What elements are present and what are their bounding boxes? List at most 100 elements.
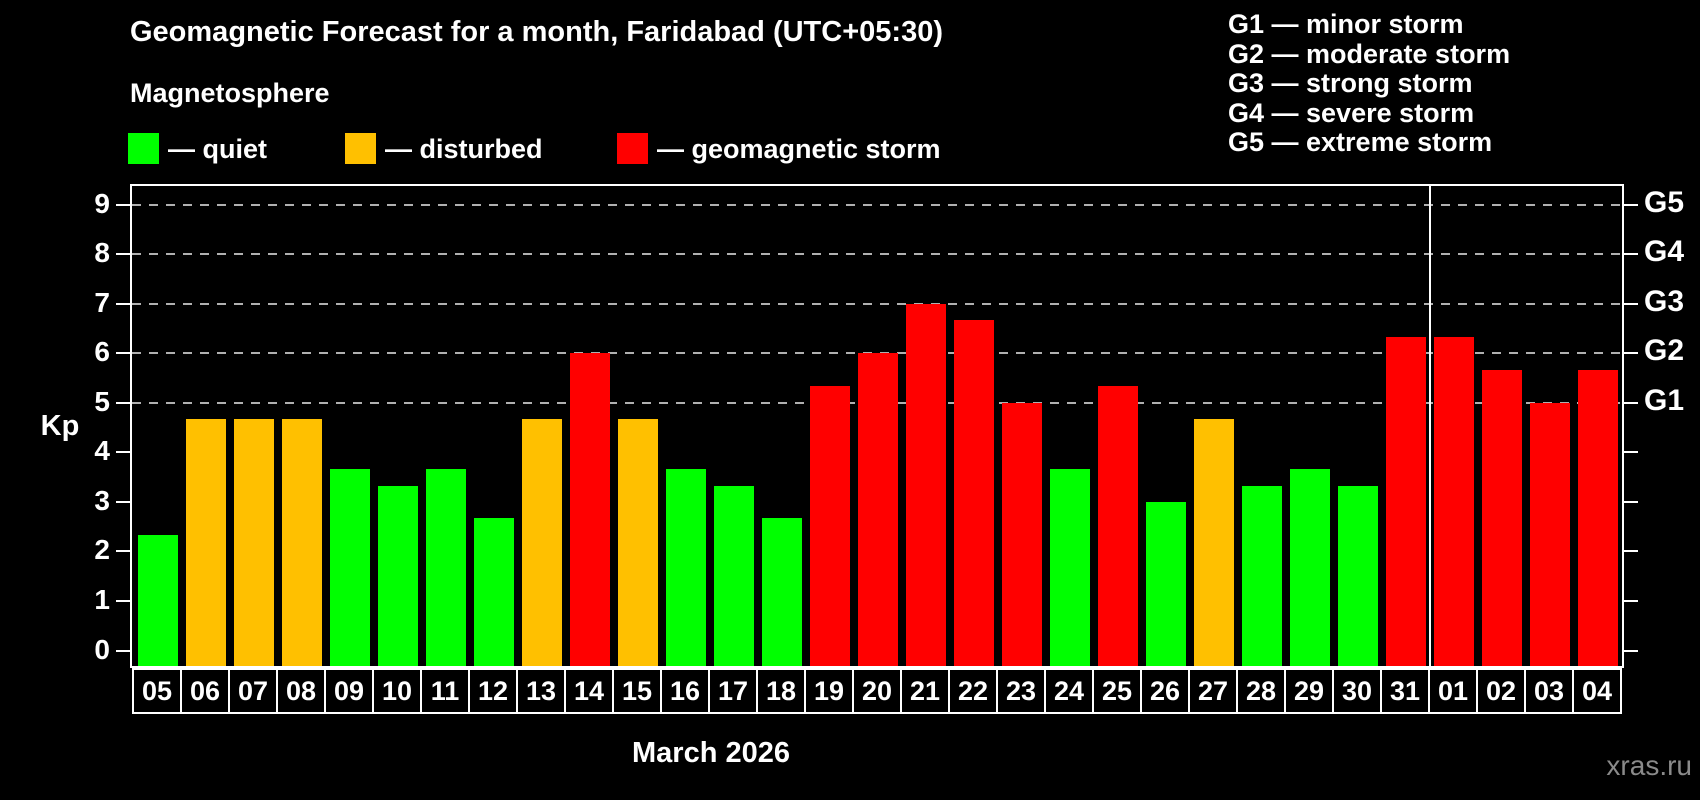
kp-bar-28: [1242, 485, 1282, 666]
y-tick-left-5: [116, 401, 130, 404]
day-label-24: 24: [1044, 668, 1094, 714]
day-label-03: 03: [1524, 668, 1574, 714]
y-tick-label-6: 6: [94, 336, 110, 368]
kp-bar-04: [1578, 369, 1618, 666]
y-tick-label-9: 9: [94, 187, 110, 219]
y-tick-left-3: [116, 500, 130, 503]
day-label-09: 09: [324, 668, 374, 714]
y-tick-label-3: 3: [94, 484, 110, 516]
day-label-08: 08: [276, 668, 326, 714]
day-label-29: 29: [1284, 668, 1334, 714]
day-label-26: 26: [1140, 668, 1190, 714]
g1-legend-line: G1 — minor storm: [1228, 9, 1464, 39]
day-label-17: 17: [708, 668, 758, 714]
day-label-21: 21: [900, 668, 950, 714]
disturbed-legend-label: — disturbed: [385, 134, 543, 164]
day-label-18: 18: [756, 668, 806, 714]
y-tick-label-1: 1: [94, 583, 110, 615]
kp-bar-29: [1290, 468, 1330, 666]
y-tick-label-8: 8: [94, 237, 110, 269]
kp-bar-08: [282, 419, 322, 666]
day-label-05: 05: [132, 668, 182, 714]
quiet-legend-swatch: [128, 133, 159, 164]
y-tick-left-1: [116, 599, 130, 602]
kp-bar-18: [762, 518, 802, 666]
day-label-25: 25: [1092, 668, 1142, 714]
month-separator: [1429, 186, 1431, 666]
day-label-27: 27: [1188, 668, 1238, 714]
kp-bar-11: [426, 468, 466, 666]
y-tick-left-7: [116, 302, 130, 305]
y-tick-label-2: 2: [94, 534, 110, 566]
day-label-01: 01: [1428, 668, 1478, 714]
y-tick-label-4: 4: [94, 435, 110, 467]
g-label-G3: G3: [1644, 284, 1685, 318]
kp-gridline-8: [132, 253, 1622, 256]
y-tick-right-0: [1624, 649, 1638, 652]
g-label-G1: G1: [1644, 383, 1685, 417]
day-label-22: 22: [948, 668, 998, 714]
storm-legend-swatch: [617, 133, 648, 164]
kp-bar-30: [1338, 485, 1378, 666]
y-tick-left-9: [116, 203, 130, 206]
y-tick-label-5: 5: [94, 385, 110, 417]
chart-title: Geomagnetic Forecast for a month, Farida…: [130, 16, 943, 48]
y-tick-left-2: [116, 550, 130, 553]
y-tick-right-6: [1624, 352, 1638, 355]
day-label-31: 31: [1380, 668, 1430, 714]
kp-bar-10: [378, 485, 418, 666]
kp-bar-06: [186, 419, 226, 666]
day-label-14: 14: [564, 668, 614, 714]
kp-bar-07: [234, 419, 274, 666]
day-label-16: 16: [660, 668, 710, 714]
day-label-04: 04: [1572, 668, 1622, 714]
y-tick-right-9: [1624, 203, 1638, 206]
g-label-G2: G2: [1644, 334, 1685, 368]
y-tick-right-8: [1624, 253, 1638, 256]
y-tick-left-4: [116, 451, 130, 454]
g3-legend-line: G3 — strong storm: [1228, 68, 1473, 99]
y-tick-left-8: [116, 253, 130, 256]
x-axis-title: March 2026: [632, 737, 790, 769]
kp-bar-12: [474, 518, 514, 666]
kp-gridline-9: [132, 203, 1622, 206]
storm-legend-label: — geomagnetic storm: [657, 134, 941, 164]
day-label-11: 11: [420, 668, 470, 714]
y-tick-right-3: [1624, 500, 1638, 503]
y-tick-right-1: [1624, 599, 1638, 602]
g5-legend-line: G5 — extreme storm: [1228, 127, 1493, 158]
day-label-12: 12: [468, 668, 518, 714]
kp-bar-27: [1194, 419, 1234, 666]
kp-bar-01: [1434, 336, 1474, 666]
day-label-06: 06: [180, 668, 230, 714]
g-label-G5: G5: [1644, 185, 1685, 219]
day-label-30: 30: [1332, 668, 1382, 714]
kp-bar-17: [714, 485, 754, 666]
kp-bar-19: [810, 386, 850, 666]
kp-bar-24: [1050, 468, 1090, 666]
day-label-20: 20: [852, 668, 902, 714]
y-tick-left-6: [116, 352, 130, 355]
day-label-28: 28: [1236, 668, 1286, 714]
day-label-23: 23: [996, 668, 1046, 714]
kp-gridline-7: [132, 302, 1622, 305]
plot-area: [130, 184, 1624, 668]
watermark: xras.ru: [1606, 750, 1692, 781]
y-tick-label-0: 0: [94, 633, 110, 665]
kp-bar-05: [138, 535, 178, 666]
kp-bar-31: [1386, 336, 1426, 666]
day-label-02: 02: [1476, 668, 1526, 714]
kp-bar-16: [666, 468, 706, 666]
kp-bar-09: [330, 468, 370, 666]
kp-bar-15: [618, 419, 658, 666]
kp-bar-14: [570, 353, 610, 666]
chart-subtitle: Magnetosphere: [130, 78, 330, 108]
g-scale-legend: G1 — minor storm G2 — moderate storm G3 …: [1228, 9, 1510, 158]
y-tick-right-7: [1624, 302, 1638, 305]
y-tick-right-2: [1624, 550, 1638, 553]
kp-bar-20: [858, 353, 898, 666]
day-label-15: 15: [612, 668, 662, 714]
kp-bar-23: [1002, 402, 1042, 666]
day-label-13: 13: [516, 668, 566, 714]
